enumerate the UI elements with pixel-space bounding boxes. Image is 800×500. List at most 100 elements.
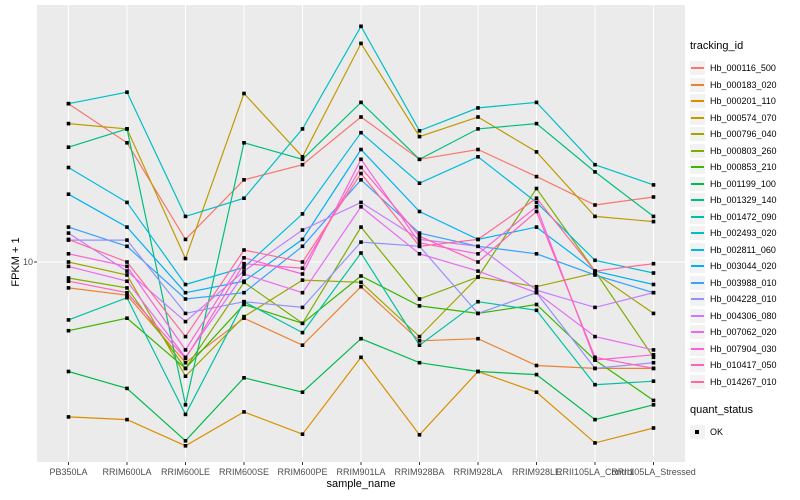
data-point xyxy=(359,251,363,255)
data-point xyxy=(593,417,597,422)
data-point xyxy=(534,225,539,229)
legend-item-label: Hb_014267_010 xyxy=(710,376,777,387)
legend-key-line-icon xyxy=(691,199,704,202)
data-point xyxy=(66,231,71,235)
data-point xyxy=(593,214,597,219)
legend-key-swatch xyxy=(690,176,705,191)
legend-item-label: Hb_004228_010 xyxy=(710,294,777,305)
data-point xyxy=(125,417,129,422)
legend-key-line-icon xyxy=(691,298,704,301)
data-point xyxy=(359,284,363,289)
legend-key-line-icon xyxy=(691,67,704,70)
data-point xyxy=(242,265,246,270)
data-point xyxy=(183,439,188,443)
data-point xyxy=(534,150,539,154)
data-point xyxy=(476,369,480,374)
data-point xyxy=(476,311,480,316)
data-point xyxy=(417,433,422,437)
data-point xyxy=(593,441,597,445)
data-point xyxy=(183,356,188,361)
data-point xyxy=(300,237,305,242)
legend-item-label: Hb_000116_500 xyxy=(710,63,776,74)
legend-item-Hb_004228_010: Hb_004228_010 xyxy=(690,291,800,308)
legend-key-swatch xyxy=(690,209,705,224)
data-point xyxy=(534,209,539,214)
legend-key-swatch xyxy=(690,259,705,274)
data-point xyxy=(66,318,71,322)
data-point xyxy=(300,330,305,335)
data-point xyxy=(242,248,246,252)
x-axis-title: sample_name xyxy=(326,478,396,490)
data-point xyxy=(66,145,71,149)
data-point xyxy=(651,290,656,295)
data-point xyxy=(593,334,597,339)
data-point xyxy=(66,121,71,126)
legend-item-Hb_000116_500: Hb_000116_500 xyxy=(690,60,800,77)
data-point xyxy=(651,379,656,383)
data-point xyxy=(534,196,539,200)
data-point xyxy=(417,244,422,249)
data-point xyxy=(183,256,188,261)
data-point xyxy=(66,415,71,419)
data-point xyxy=(417,241,422,245)
legend-key-swatch xyxy=(690,77,705,92)
legend-item-label: Hb_000183_020 xyxy=(710,79,777,90)
legend-key-swatch xyxy=(690,374,705,389)
data-point xyxy=(651,271,656,275)
legend-item-label: Hb_002811_060 xyxy=(710,244,776,255)
x-tick-label-RRII105LA_Stressed: RRII105LA_Stressed xyxy=(611,467,696,477)
ok-key-swatch xyxy=(690,425,705,440)
legend-item-label: Hb_000853_210 xyxy=(710,162,777,173)
data-point xyxy=(183,282,188,287)
x-tick-label-RRIM928BA: RRIM928BA xyxy=(394,467,445,477)
data-point xyxy=(359,274,363,278)
y-axis-title: FPKM + 1 xyxy=(10,237,22,287)
data-point xyxy=(593,273,597,277)
data-point xyxy=(300,244,305,249)
data-point xyxy=(300,343,305,347)
data-point xyxy=(242,261,246,266)
data-point xyxy=(300,390,305,394)
x-tick-label-RRIM600LA: RRIM600LA xyxy=(102,467,152,477)
data-point xyxy=(593,170,597,174)
data-point xyxy=(651,366,656,371)
data-point xyxy=(242,91,246,96)
legend-key-swatch xyxy=(690,110,705,125)
legend-key-line-icon xyxy=(691,331,704,334)
x-tick-label-PB350LA: PB350LA xyxy=(49,467,88,477)
data-point xyxy=(66,276,71,280)
data-point xyxy=(534,372,539,377)
legend-key-line-icon xyxy=(691,83,704,86)
data-point xyxy=(534,174,539,179)
data-point xyxy=(417,237,422,242)
legend-item-Hb_000853_210: Hb_000853_210 xyxy=(690,159,800,176)
legend-item-label: Hb_001472_090 xyxy=(710,211,777,222)
legend-item-Hb_007062_020: Hb_007062_020 xyxy=(690,324,800,341)
data-point xyxy=(242,196,246,200)
legend-key-swatch xyxy=(690,160,705,175)
legend-key-line-icon xyxy=(691,116,704,119)
legend-key-line-icon xyxy=(691,182,704,185)
data-point xyxy=(359,165,363,170)
data-point xyxy=(476,252,480,256)
legend-item-Hb_001472_090: Hb_001472_090 xyxy=(690,209,800,226)
data-point xyxy=(66,328,71,333)
legend-key-swatch xyxy=(690,358,705,373)
data-point xyxy=(125,295,129,300)
data-point xyxy=(125,141,129,145)
data-point xyxy=(125,290,129,295)
data-point xyxy=(125,225,129,229)
data-point xyxy=(593,271,597,275)
data-point xyxy=(242,410,246,414)
legend-item-label: Hb_001329_140 xyxy=(710,195,777,206)
legend-key-swatch xyxy=(690,325,705,340)
data-point xyxy=(125,264,129,269)
data-point xyxy=(183,290,188,295)
legend-key-swatch xyxy=(690,143,705,158)
legend-key-line-icon xyxy=(691,265,704,268)
legend-item-label: Hb_003044_020 xyxy=(710,261,777,272)
quant-status-legend: quant_status OK xyxy=(690,404,800,441)
data-point xyxy=(359,24,363,29)
legend-item-Hb_003988_010: Hb_003988_010 xyxy=(690,275,800,292)
data-point xyxy=(125,316,129,320)
